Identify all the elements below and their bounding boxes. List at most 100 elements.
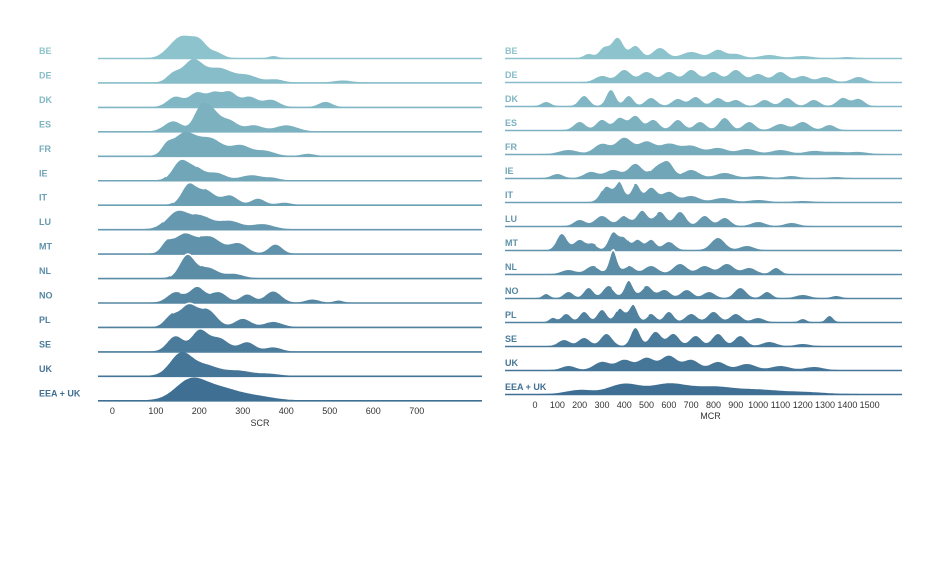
ridge-peak-highlight-nl — [169, 253, 202, 277]
ridge-density-es — [108, 102, 482, 132]
ridge-density-it — [108, 182, 482, 205]
row-label-ie: IE — [39, 168, 48, 178]
mcr-x-tick-label: 1400 — [837, 400, 857, 410]
ridge-row-dk: DK — [505, 90, 902, 108]
ridge-row-nl: NL — [39, 253, 482, 280]
row-label-dk: DK — [39, 95, 52, 105]
mcr-x-tick-label: 200 — [572, 400, 587, 410]
ridge-density-be — [108, 35, 482, 58]
ridge-density-fr — [108, 131, 482, 156]
row-label-lu: LU — [39, 217, 51, 227]
ridge-row-es: ES — [39, 102, 482, 133]
row-label-uk: UK — [39, 364, 52, 374]
ridge-peak-highlight-no — [611, 279, 645, 295]
ridge-density-es — [525, 115, 902, 130]
mcr-x-tick-label: 700 — [684, 400, 699, 410]
ridge-row-it: IT — [39, 181, 482, 206]
ridge-density-ie — [108, 159, 482, 181]
ridge-row-no: NO — [39, 285, 482, 304]
ridge-row-se: SE — [505, 328, 902, 348]
row-label-nl: NL — [505, 262, 517, 272]
scr-x-tick-label: 0 — [110, 406, 115, 416]
row-label-eea-uk: EEA + UK — [39, 388, 81, 398]
ridge-row-pl: PL — [505, 303, 902, 324]
ridge-row-no: NO — [505, 279, 902, 300]
ridge-density-nl — [108, 254, 482, 279]
ridge-density-mt — [108, 232, 482, 254]
ridge-density-it — [525, 181, 902, 202]
scr-x-tick-label: 500 — [322, 406, 337, 416]
ridge-density-pl — [525, 304, 902, 322]
row-label-mt: MT — [505, 238, 518, 248]
row-label-de: DE — [505, 70, 518, 80]
mcr-x-tick-label: 1500 — [860, 400, 880, 410]
row-label-de: DE — [39, 70, 52, 80]
row-label-pl: PL — [39, 315, 51, 325]
ridge-peak-highlight-mt — [168, 231, 201, 240]
ridge-density-uk — [108, 352, 482, 376]
ridge-density-no — [108, 286, 482, 303]
scr-x-tick-label: 100 — [148, 406, 163, 416]
ridge-row-es: ES — [505, 115, 902, 132]
ridge-density-be — [525, 37, 902, 58]
ridge-row-it: IT — [505, 180, 902, 204]
mcr-x-axis: 0 100 200 300 400 500 600 700 800 900 1000 1100 1200… — [533, 400, 880, 421]
mcr-x-tick-label: 1200 — [793, 400, 813, 410]
ridge-row-se: SE — [39, 329, 482, 353]
ridge-peak-highlight-mt — [595, 230, 629, 249]
mcr-x-tick-label: 600 — [661, 400, 676, 410]
ridge-row-ie: IE — [505, 159, 902, 180]
ridge-density-dk — [525, 90, 902, 106]
ridge-peak-highlight-it — [601, 180, 635, 195]
row-label-pl: PL — [505, 310, 517, 320]
ridge-density-eea-uk — [525, 383, 902, 394]
ridge-density-eea-uk — [108, 377, 482, 401]
ridge-density-se — [525, 328, 902, 346]
ridge-density-uk — [525, 355, 902, 370]
ridge-density-mt — [525, 231, 902, 250]
ridge-row-uk: UK — [39, 352, 482, 378]
row-label-nl: NL — [39, 266, 51, 276]
row-label-fr: FR — [505, 142, 517, 152]
ridge-peak-highlight-lu — [624, 209, 658, 220]
mcr-x-tick-label: 800 — [706, 400, 721, 410]
row-label-fr: FR — [39, 144, 51, 154]
ridge-row-pl: PL — [39, 302, 482, 329]
ridge-row-de: DE — [505, 70, 902, 84]
ridge-row-eea-uk: EEA + UK — [505, 382, 902, 396]
scr-x-axis: 0 100 200 300 400 500 600 700 SCR — [110, 406, 424, 428]
row-label-no: NO — [39, 291, 53, 301]
ridge-peak-highlight-pl — [172, 302, 205, 314]
row-label-es: ES — [39, 119, 51, 129]
row-label-no: NO — [505, 286, 519, 296]
ridge-density-no — [525, 280, 902, 298]
row-label-lu: LU — [505, 214, 517, 224]
ridge-density-nl — [525, 249, 902, 274]
row-label-eea-uk: EEA + UK — [505, 382, 547, 392]
ridge-row-eea-uk: EEA + UK — [39, 377, 482, 402]
ridge-peak-highlight-pl — [615, 303, 649, 320]
ridge-density-pl — [108, 303, 482, 327]
ridge-density-de — [108, 58, 482, 83]
ridge-density-de — [525, 70, 902, 82]
mcr-x-tick-label: 100 — [550, 400, 565, 410]
scr-ridgeline-panel: BE DE DK ES FR IE IT LU MT NL NO PL SE UK EEA + UK 0 100… — [39, 35, 482, 428]
ridge-row-uk: UK — [505, 355, 902, 372]
ridge-peak-highlight-ie — [164, 158, 198, 178]
scr-x-tick-label: 400 — [279, 406, 294, 416]
mcr-x-tick-label: 1300 — [815, 400, 835, 410]
row-label-se: SE — [505, 334, 517, 344]
row-label-dk: DK — [505, 94, 518, 104]
ridge-density-dk — [108, 91, 482, 107]
mcr-x-tick-label: 1100 — [771, 400, 790, 410]
row-label-it: IT — [505, 190, 514, 200]
ridge-density-fr — [525, 137, 902, 154]
mcr-x-tick-label: 500 — [639, 400, 654, 410]
row-label-be: BE — [39, 46, 52, 56]
mcr-ridgeline-panel: BE DE DK ES FR IE IT LU MT NL NO PL SE UK EEA + UK 0 100… — [505, 37, 902, 421]
row-label-se: SE — [39, 339, 51, 349]
scr-x-tick-label: 200 — [192, 406, 207, 416]
row-label-be: BE — [505, 46, 518, 56]
ridge-row-dk: DK — [39, 91, 482, 109]
